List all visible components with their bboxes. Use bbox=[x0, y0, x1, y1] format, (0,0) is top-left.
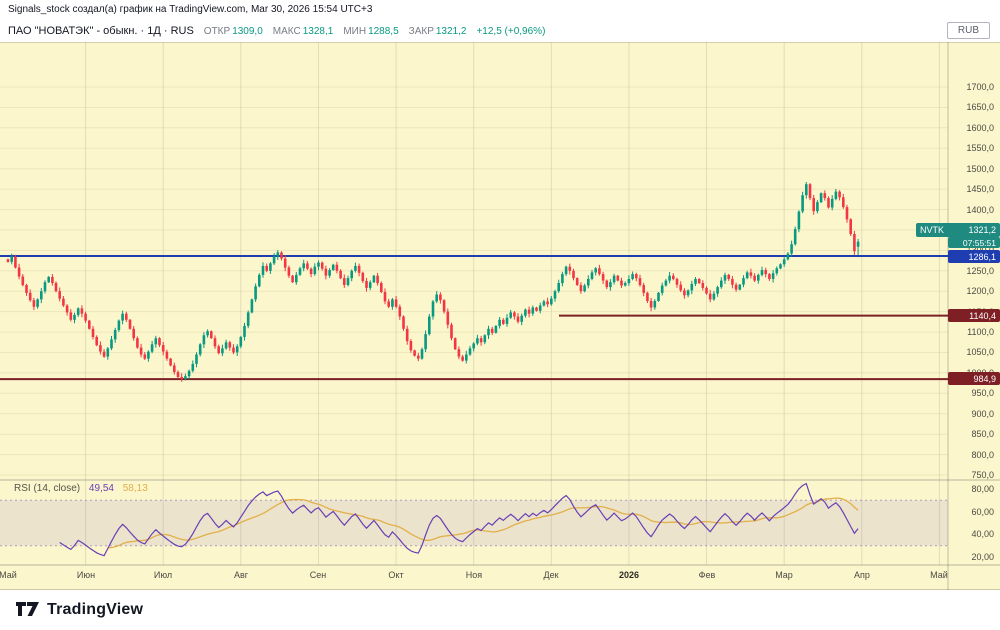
price-tick-label: 1100,0 bbox=[967, 327, 994, 337]
time-tick-label: Июн bbox=[76, 570, 96, 580]
symbol-title: ПАО "НОВАТЭК" - обыкн. · 1Д · RUS bbox=[8, 25, 194, 37]
price-tick-label: 800,0 bbox=[971, 450, 994, 460]
price-tick-label: 900,0 bbox=[971, 409, 994, 419]
rsi-tick-label: 40,00 bbox=[971, 529, 994, 539]
last-price-badge: NVTK 1321,2 bbox=[916, 223, 1000, 237]
resistance-level-badge: 1286,1 bbox=[948, 250, 1000, 263]
rsi-value: 49,54 bbox=[88, 483, 114, 494]
footer-bar: TradingView bbox=[0, 590, 1000, 630]
attribution-text: Signals_stock создал(а) график на Tradin… bbox=[0, 0, 1000, 20]
change-value: +12,5 (+0,96%) bbox=[476, 25, 546, 37]
time-tick-label: Июл bbox=[153, 570, 173, 580]
rsi-title: RSI (14, close) bbox=[14, 483, 81, 494]
time-tick-label: Дек bbox=[543, 570, 559, 580]
price-tick-label: 1600,0 bbox=[966, 123, 994, 133]
rsi-tick-label: 80,00 bbox=[971, 484, 994, 494]
bar-countdown-badge: 07:55:51 bbox=[948, 237, 1000, 248]
ohlc-close: ЗАКР 1321,2 bbox=[408, 25, 467, 37]
rsi-ma-value: 58,13 bbox=[122, 483, 148, 494]
price-tick-label: 1650,0 bbox=[966, 102, 994, 112]
time-tick-label: Сен bbox=[309, 570, 327, 580]
last-price-symbol: NVTK bbox=[920, 225, 945, 235]
last-price-value: 1321,2 bbox=[968, 225, 996, 235]
price-tick-label: 1200,0 bbox=[966, 286, 994, 296]
ohlc-low: МИН 1288,5 bbox=[343, 25, 399, 37]
rsi-tick-label: 60,00 bbox=[971, 507, 994, 517]
price-tick-label: 850,0 bbox=[971, 429, 994, 439]
time-tick-label: Апр bbox=[854, 570, 870, 580]
price-tick-label: 1050,0 bbox=[966, 347, 994, 357]
price-tick-label: 1550,0 bbox=[966, 143, 994, 153]
time-tick-label: Авг bbox=[233, 570, 249, 580]
time-tick-label: Фев bbox=[698, 570, 716, 580]
price-tick-label: 950,0 bbox=[971, 388, 994, 398]
chart-canvas[interactable] bbox=[0, 42, 1000, 592]
currency-selector[interactable]: RUB bbox=[946, 22, 990, 39]
time-tick-label: 2026 bbox=[618, 570, 640, 580]
time-tick-label: Ноя bbox=[465, 570, 483, 580]
time-tick-label: Май bbox=[0, 570, 17, 580]
price-tick-label: 750,0 bbox=[971, 470, 994, 480]
price-tick-label: 1450,0 bbox=[966, 184, 994, 194]
tradingview-logo[interactable]: TradingView bbox=[16, 601, 143, 619]
time-tick-label: Мар bbox=[775, 570, 793, 580]
time-tick-label: Май bbox=[930, 570, 948, 580]
rsi-indicator-legend[interactable]: RSI (14, close) 49,54 58,13 bbox=[14, 483, 148, 494]
price-tick-label: 1500,0 bbox=[966, 164, 994, 174]
tradingview-logo-text: TradingView bbox=[47, 601, 144, 618]
support-level-badge-2: 984,9 bbox=[948, 372, 1000, 385]
tradingview-logo-icon bbox=[16, 601, 39, 616]
time-tick-label: Окт bbox=[388, 570, 404, 580]
price-tick-label: 1250,0 bbox=[966, 266, 994, 276]
ohlc-open: ОТКР 1309,0 bbox=[203, 25, 263, 37]
ohlc-high: МАКС 1328,1 bbox=[272, 25, 334, 37]
symbol-info-bar: ПАО "НОВАТЭК" - обыкн. · 1Д · RUS ОТКР 13… bbox=[8, 21, 545, 41]
support-level-badge-1: 1140,4 bbox=[948, 309, 1000, 322]
price-tick-label: 1400,0 bbox=[966, 205, 994, 215]
rsi-tick-label: 20,00 bbox=[971, 552, 994, 562]
price-tick-label: 1700,0 bbox=[966, 82, 994, 92]
